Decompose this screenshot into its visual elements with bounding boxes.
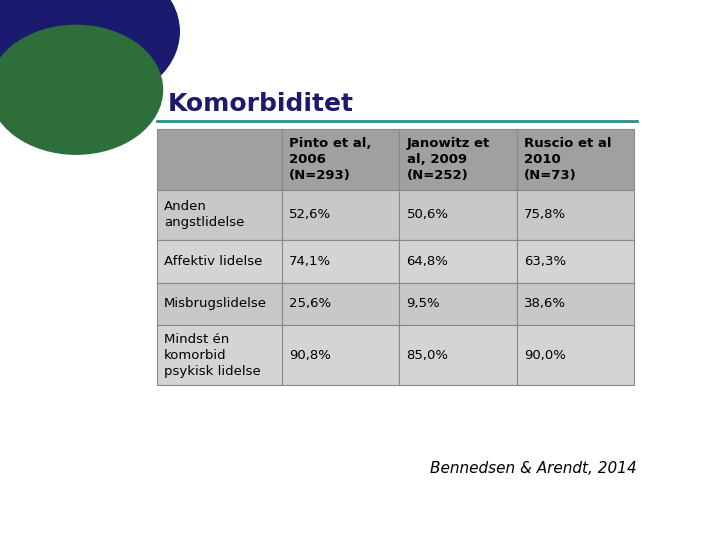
Text: 90,0%: 90,0% (524, 349, 566, 362)
Text: 38,6%: 38,6% (524, 298, 566, 310)
Bar (400, 129, 517, 190)
Text: Ruscio et al
2010
(N=73): Ruscio et al 2010 (N=73) (524, 137, 611, 182)
Bar (157, 190, 282, 240)
Bar (282, 129, 400, 190)
Bar (517, 129, 634, 190)
Bar (157, 282, 282, 325)
Bar (400, 190, 517, 240)
Bar (282, 325, 400, 386)
Bar (157, 129, 282, 190)
Bar (517, 190, 634, 240)
Text: 25,6%: 25,6% (289, 298, 331, 310)
Text: 63,3%: 63,3% (524, 255, 566, 268)
Text: Mindst én
komorbid
psykisk lidelse: Mindst én komorbid psykisk lidelse (164, 333, 261, 378)
Bar (157, 325, 282, 386)
Text: 85,0%: 85,0% (407, 349, 449, 362)
Text: 74,1%: 74,1% (289, 255, 331, 268)
Text: Komorbiditet: Komorbiditet (168, 92, 354, 116)
Text: Anden
angstlidelse: Anden angstlidelse (164, 200, 245, 230)
Text: Bennedsen & Arendt, 2014: Bennedsen & Arendt, 2014 (430, 462, 637, 476)
Bar (400, 325, 517, 386)
Circle shape (0, 25, 163, 154)
Text: 75,8%: 75,8% (524, 208, 566, 221)
Bar (282, 240, 400, 282)
Bar (282, 282, 400, 325)
Text: Pinto et al,
2006
(N=293): Pinto et al, 2006 (N=293) (289, 137, 372, 182)
Text: 64,8%: 64,8% (407, 255, 449, 268)
Text: 9,5%: 9,5% (407, 298, 440, 310)
Text: 50,6%: 50,6% (407, 208, 449, 221)
Text: Affektiv lidelse: Affektiv lidelse (164, 255, 263, 268)
Text: 90,8%: 90,8% (289, 349, 331, 362)
Text: 52,6%: 52,6% (289, 208, 331, 221)
Bar (282, 190, 400, 240)
Bar (517, 325, 634, 386)
Bar (400, 240, 517, 282)
Bar (517, 240, 634, 282)
Text: Misbrugslidelse: Misbrugslidelse (164, 298, 267, 310)
Bar (157, 240, 282, 282)
Circle shape (0, 0, 179, 106)
Bar (517, 282, 634, 325)
Bar (400, 282, 517, 325)
Text: Janowitz et
al, 2009
(N=252): Janowitz et al, 2009 (N=252) (407, 137, 490, 182)
